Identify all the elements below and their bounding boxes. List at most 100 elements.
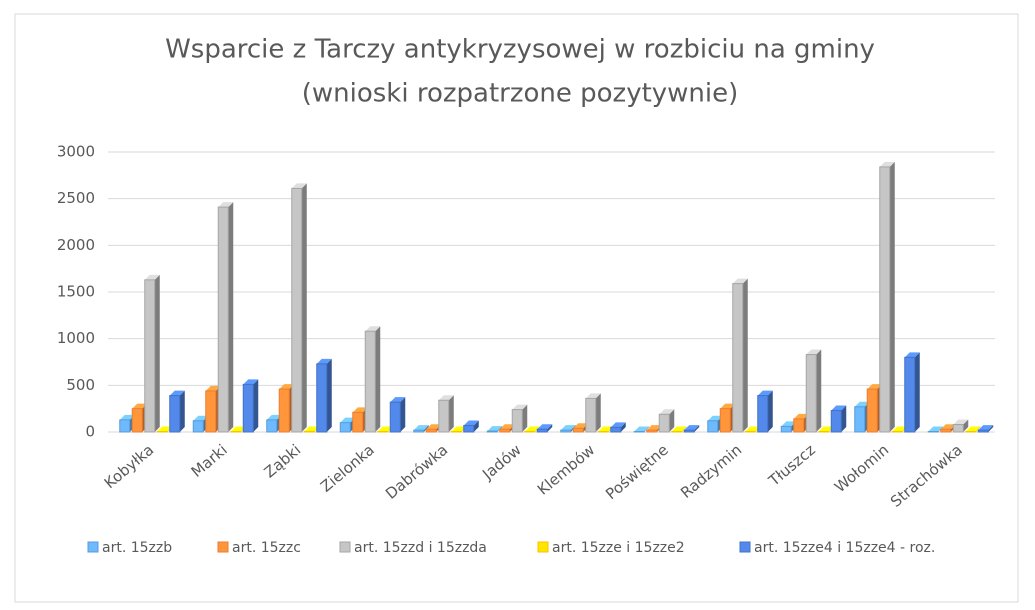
bar — [560, 429, 572, 433]
legend-swatch — [537, 541, 549, 553]
bar — [904, 356, 916, 433]
bar-side — [889, 161, 895, 432]
bar-top — [904, 352, 920, 358]
bar — [499, 428, 511, 433]
bar-top — [757, 390, 773, 396]
bar-side — [681, 426, 687, 432]
bar — [658, 413, 670, 433]
bar — [291, 187, 303, 433]
bar-top — [193, 415, 209, 421]
bar — [683, 429, 695, 433]
bar-side — [694, 425, 700, 432]
bar-top — [340, 417, 356, 423]
bar-top — [671, 426, 687, 432]
bar-top — [512, 404, 528, 410]
bar — [585, 397, 597, 433]
bar-side — [473, 420, 479, 432]
bar-top — [732, 278, 748, 284]
bar — [610, 426, 622, 433]
bar-top — [390, 397, 406, 403]
bar-top — [560, 425, 576, 431]
bar — [438, 399, 450, 433]
bar-top — [867, 384, 883, 390]
bar — [805, 354, 817, 433]
bar — [352, 411, 364, 433]
bar-top — [413, 425, 429, 431]
legend-swatch — [87, 541, 99, 553]
bar-side — [522, 404, 528, 432]
bar-top — [243, 379, 259, 385]
bar-top — [965, 426, 981, 432]
bar — [511, 409, 523, 433]
bar-top — [169, 390, 185, 396]
bar — [952, 424, 964, 433]
bar-side — [179, 390, 185, 432]
legend-label: art. 15zze4 i 15zze4 - roz. — [754, 540, 935, 556]
bar-top — [218, 202, 234, 208]
bar-top — [598, 426, 614, 432]
bar-side — [326, 358, 332, 432]
bar — [278, 388, 290, 433]
bar-top — [426, 424, 442, 430]
bar-side — [253, 379, 259, 432]
legend-label: art. 15zzc — [232, 540, 301, 556]
bar-top — [831, 405, 847, 411]
bar — [646, 429, 658, 433]
bar-side — [816, 349, 822, 432]
bar — [572, 427, 584, 433]
bar-side — [301, 183, 307, 432]
bar-top — [745, 426, 761, 432]
bar — [780, 425, 792, 433]
bar-top — [451, 426, 467, 432]
bar — [169, 395, 181, 433]
bar — [757, 395, 769, 433]
bar-top — [352, 407, 368, 413]
bar — [339, 422, 351, 433]
bar-top — [659, 409, 675, 415]
bar-top — [524, 426, 540, 432]
bar-top — [144, 274, 160, 280]
bar — [389, 401, 401, 433]
bar-top — [230, 426, 246, 432]
bar-top — [806, 349, 822, 355]
bar-side — [423, 425, 429, 432]
bar-top — [953, 419, 969, 425]
bar-side — [448, 395, 454, 432]
bar-side — [841, 405, 847, 432]
bar — [486, 430, 498, 433]
bar-top — [537, 424, 553, 430]
bar — [425, 428, 437, 433]
legend-swatch — [339, 541, 351, 553]
bar — [192, 420, 204, 433]
bar — [854, 406, 866, 433]
bar-side — [400, 397, 406, 432]
bar-top — [940, 424, 956, 430]
bar-top — [928, 426, 944, 432]
bar-top — [634, 426, 650, 432]
bar-side — [547, 424, 553, 432]
bar — [719, 408, 731, 433]
bar — [205, 390, 217, 433]
bar-top — [781, 421, 797, 427]
bar — [536, 428, 548, 433]
bar-top — [438, 395, 454, 401]
bar — [217, 206, 229, 433]
bar-side — [742, 278, 748, 432]
bar-top — [978, 425, 994, 431]
bar-top — [818, 426, 834, 432]
y-tick-label: 2000 — [57, 236, 95, 254]
bar — [119, 419, 131, 433]
bar-top — [463, 420, 479, 426]
bar — [940, 428, 952, 433]
bar-top — [132, 403, 148, 409]
chart-title: Wsparcie z Tarczy antykryzysowej w rozbi… — [165, 35, 875, 65]
y-tick-label: 1500 — [57, 283, 95, 301]
bar-side — [644, 426, 650, 432]
bar-top — [720, 403, 736, 409]
bar — [977, 429, 989, 433]
y-tick-label: 3000 — [57, 143, 95, 161]
chart-border — [14, 13, 1019, 603]
bar — [144, 279, 156, 433]
bar-top — [157, 426, 173, 432]
bar-top — [646, 425, 662, 431]
